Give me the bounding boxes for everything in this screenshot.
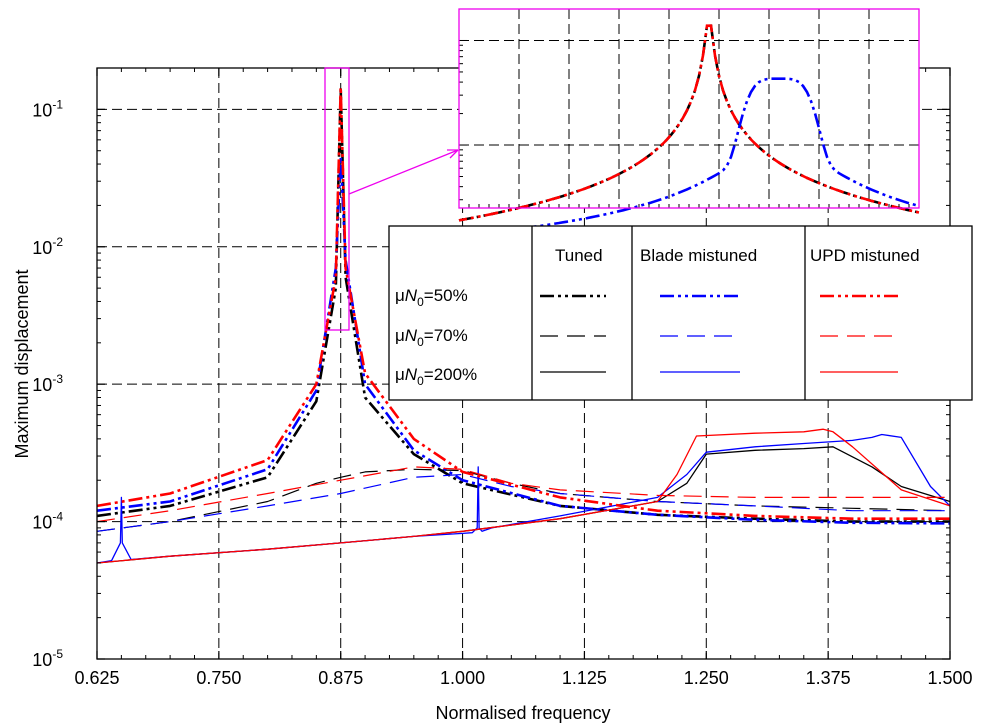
legend-col-blade: Blade mistuned — [640, 246, 757, 265]
x-tick-label: 1.000 — [440, 668, 485, 688]
series-blade-2 — [96, 433, 951, 564]
series-upd-1 — [96, 466, 950, 523]
y-axis-title: Maximum displacement — [12, 269, 32, 458]
legend: Tuned Blade mistuned UPD mistuned μN0=50… — [388, 225, 973, 401]
inset-zoom — [458, 8, 920, 237]
inset-series-upd — [458, 24, 920, 222]
axis-ticks: 0.625 0.750 0.875 1.000 1.125 1.250 1.375 1.500… — [32, 67, 973, 688]
legend-row-70: μN0=70% — [395, 326, 468, 349]
legend-col-upd: UPD mistuned — [810, 246, 920, 265]
y-tick-label: 10-5 — [32, 647, 63, 670]
y-tick-label: 10-2 — [32, 235, 63, 258]
inset-ticks — [458, 8, 920, 208]
y-tick-label: 10-4 — [32, 510, 63, 533]
x-axis-title: Normalised frequency — [435, 703, 610, 723]
series-upd-2 — [96, 428, 951, 564]
x-tick-label: 1.375 — [806, 668, 851, 688]
series-blade-1 — [96, 473, 950, 532]
series-upd-0 — [96, 85, 950, 521]
legend-samples — [540, 294, 898, 373]
x-tick-label: 1.125 — [562, 668, 607, 688]
legend-col-tuned: Tuned — [555, 246, 603, 265]
zoom-arrow-head — [447, 149, 459, 159]
legend-row-50: μN0=50% — [395, 286, 468, 309]
y-tick-label: 10-1 — [32, 97, 63, 120]
x-tick-label: 0.750 — [196, 668, 241, 688]
inset-frame — [458, 8, 920, 209]
legend-row-200: μN0=200% — [395, 365, 477, 388]
zoom-connector-line — [348, 149, 459, 195]
x-tick-label: 0.625 — [74, 668, 119, 688]
series-group — [96, 85, 951, 564]
legend-box — [388, 225, 973, 401]
x-tick-label: 0.875 — [318, 668, 363, 688]
series-tuned-0 — [96, 88, 950, 523]
y-tick-label: 10-3 — [32, 372, 63, 395]
x-tick-label: 1.500 — [927, 668, 972, 688]
x-tick-label: 1.250 — [684, 668, 729, 688]
zoom-region-box — [324, 67, 350, 331]
